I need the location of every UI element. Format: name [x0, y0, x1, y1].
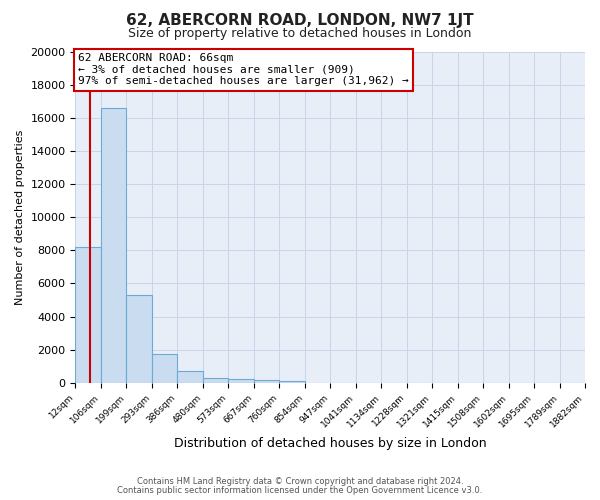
Y-axis label: Number of detached properties: Number of detached properties: [15, 130, 25, 305]
X-axis label: Distribution of detached houses by size in London: Distribution of detached houses by size …: [174, 437, 487, 450]
Text: 62, ABERCORN ROAD, LONDON, NW7 1JT: 62, ABERCORN ROAD, LONDON, NW7 1JT: [126, 12, 474, 28]
Bar: [254, 380, 279, 383]
Bar: [101, 108, 127, 383]
Bar: [228, 380, 254, 383]
Bar: [203, 378, 228, 383]
Text: Contains public sector information licensed under the Open Government Licence v3: Contains public sector information licen…: [118, 486, 482, 495]
Bar: [279, 381, 305, 383]
Bar: [178, 371, 203, 383]
Text: Size of property relative to detached houses in London: Size of property relative to detached ho…: [128, 28, 472, 40]
Text: Contains HM Land Registry data © Crown copyright and database right 2024.: Contains HM Land Registry data © Crown c…: [137, 477, 463, 486]
Text: 62 ABERCORN ROAD: 66sqm
← 3% of detached houses are smaller (909)
97% of semi-de: 62 ABERCORN ROAD: 66sqm ← 3% of detached…: [78, 53, 409, 86]
Bar: [76, 247, 101, 383]
Bar: [127, 295, 152, 383]
Bar: [152, 354, 178, 383]
